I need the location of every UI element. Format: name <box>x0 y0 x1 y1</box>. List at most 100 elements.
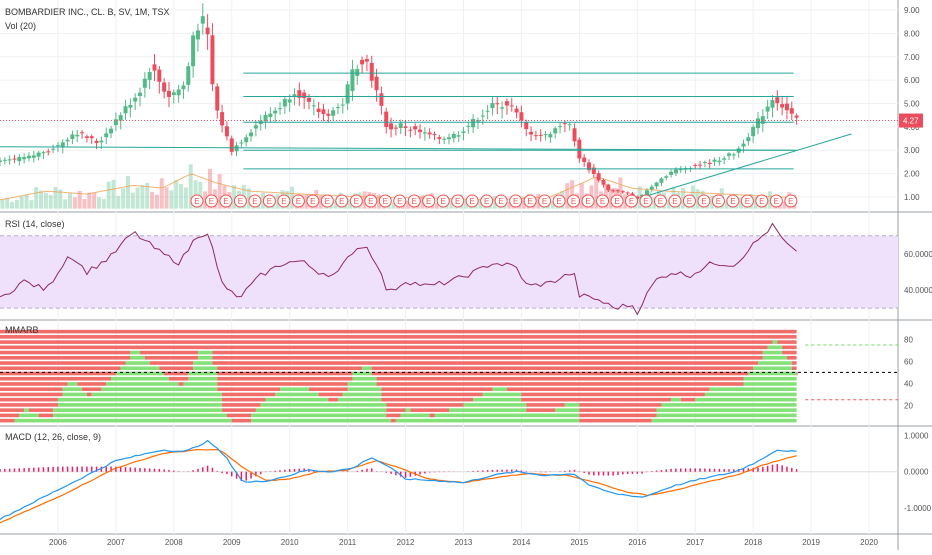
macd-pane[interactable] <box>0 439 898 524</box>
earnings-marker-letter: E <box>527 197 532 206</box>
candle-body <box>306 97 311 102</box>
volume-bar <box>125 176 130 209</box>
candle-body <box>591 167 596 175</box>
last-price-tag <box>899 113 923 128</box>
candle-body <box>321 109 326 115</box>
mmar-ribbon-segment <box>178 382 184 386</box>
mmar-ribbon-segment <box>28 408 54 412</box>
mmar-ribbon-segment <box>386 413 401 418</box>
mmar-ribbon-segment <box>767 345 783 350</box>
year-tick-label: 2012 <box>397 538 415 547</box>
candle-body <box>451 133 456 139</box>
mmar-ribbon-segment <box>53 413 227 418</box>
volume-bar <box>48 195 53 209</box>
candle-body <box>345 84 350 104</box>
earnings-marker-letter: E <box>238 197 243 206</box>
mmar-ribbon-segment <box>579 408 657 412</box>
candle-body <box>239 142 244 144</box>
last-price-value: 4.27 <box>903 117 919 126</box>
macd-tick-label: 0.0000 <box>904 468 929 477</box>
volume-bar <box>666 199 671 209</box>
volume-bar <box>72 197 77 209</box>
mmar-ribbon-segment <box>19 413 39 418</box>
candle-body <box>229 138 234 152</box>
earnings-marker-letter: E <box>513 197 518 206</box>
mmar-ribbon-segment <box>67 382 78 386</box>
candle-body <box>533 135 538 137</box>
candle-body <box>466 125 471 127</box>
earnings-marker <box>422 194 436 208</box>
volume-bar <box>154 194 159 209</box>
candle-body <box>340 104 345 106</box>
candle-body <box>471 118 476 128</box>
candle-body <box>789 108 794 114</box>
volume-bar <box>130 192 135 209</box>
mmar-ribbon-segment <box>217 366 363 371</box>
earnings-marker <box>407 194 421 208</box>
year-tick-label: 2007 <box>107 538 125 547</box>
candle-body <box>504 101 509 106</box>
candle-body <box>186 66 191 85</box>
candle-body <box>326 113 331 116</box>
volume-bar <box>5 197 10 209</box>
mmar-ribbon-segment <box>111 376 169 381</box>
mmar-ribbon-segment <box>395 418 580 423</box>
volume-bar <box>188 164 193 209</box>
mmar-ribbon-segment <box>53 408 223 412</box>
candle-body <box>191 35 196 67</box>
earnings-marker <box>320 194 334 208</box>
earnings-marker-letter: E <box>614 197 619 206</box>
candle-body <box>200 16 205 24</box>
earnings-marker-letter: E <box>716 197 721 206</box>
rsi-tick-label: 60.0000 <box>904 250 932 259</box>
mmar-ribbon-segment <box>0 413 20 418</box>
mmar-ribbon-segment <box>786 355 797 360</box>
mmar-ribbon-segment <box>0 387 63 392</box>
candle-body <box>625 192 630 194</box>
earnings-marker-letter: E <box>412 197 417 206</box>
mmar-ribbon-segment <box>222 403 261 407</box>
earnings-marker-letter: E <box>383 197 388 206</box>
mmar-ribbon-segment <box>656 408 797 412</box>
candle-body <box>635 196 640 199</box>
candle-body <box>278 108 283 110</box>
rsi-tick-label: 40.0000 <box>904 286 932 295</box>
candle-body <box>0 160 2 162</box>
mmar-ribbon-segment <box>251 418 392 423</box>
mmar-ribbon-segment <box>130 350 141 355</box>
year-tick-label: 2020 <box>860 538 878 547</box>
earnings-marker-letter: E <box>267 197 272 206</box>
mmar-ribbon-segment <box>743 382 797 386</box>
mmar-ribbon-segment <box>0 345 768 350</box>
candle-body <box>36 152 41 157</box>
mmar-ribbon-segment <box>449 408 527 412</box>
earnings-marker <box>740 194 754 208</box>
earnings-marker <box>494 194 508 208</box>
mmar-ribbon-segment <box>308 387 348 392</box>
candle-body <box>770 100 775 108</box>
candle-body <box>89 136 94 139</box>
candle-body <box>176 89 181 96</box>
candle-body <box>408 129 413 131</box>
earnings-marker <box>465 194 479 208</box>
candle-body <box>727 153 732 156</box>
price-tick-label: 8.00 <box>904 29 920 38</box>
mmar-ribbon-segment <box>62 387 83 392</box>
candle-body <box>611 190 616 192</box>
axes: 2006 2007 2008 2009 2010 2011 2012 2013 2014 2015… <box>49 6 932 547</box>
candle-body <box>94 140 99 143</box>
candle-body <box>268 113 273 118</box>
candle-body <box>22 157 27 160</box>
earnings-marker <box>668 194 682 208</box>
earnings-marker <box>711 194 725 208</box>
mmar-ribbon-segment <box>463 403 527 407</box>
rsi-pane[interactable] <box>0 222 898 316</box>
candle-body <box>147 72 152 80</box>
candle-body <box>673 169 678 174</box>
mmar-ribbon-segment <box>0 392 63 397</box>
earnings-marker-letter: E <box>455 197 460 206</box>
candle-body <box>171 92 176 95</box>
mmar-pane[interactable] <box>0 329 898 423</box>
mmar-ribbon-segment <box>0 382 68 386</box>
